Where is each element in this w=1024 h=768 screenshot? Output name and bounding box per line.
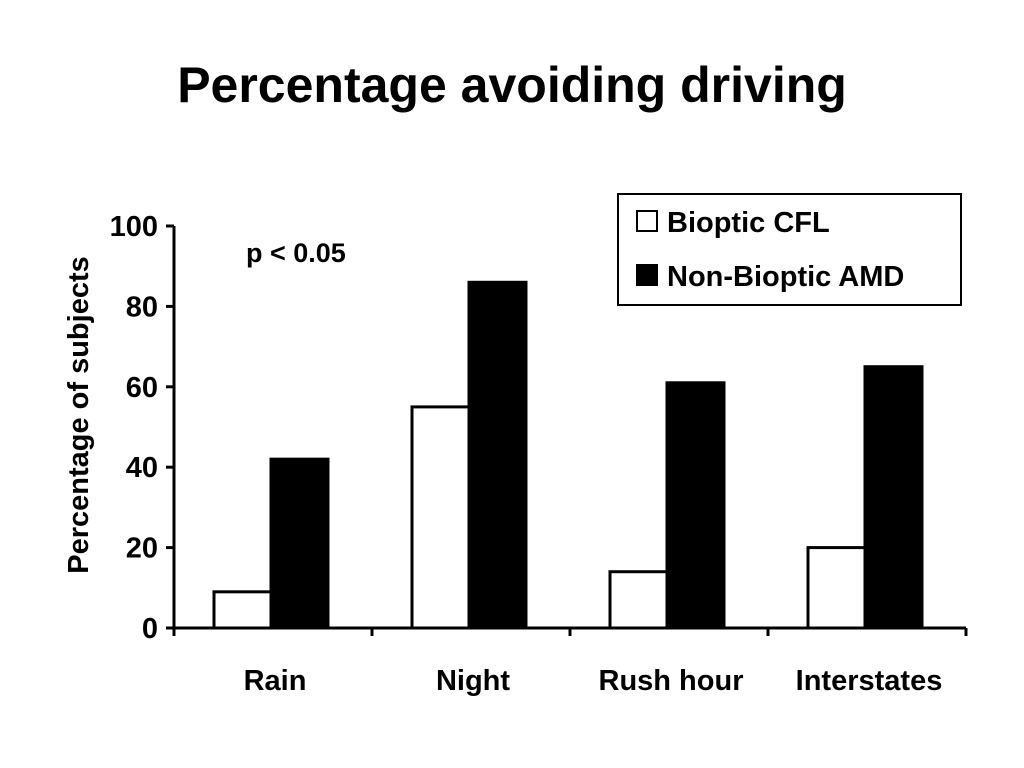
ticks-layer: [166, 224, 968, 636]
bar-non-bioptic-amd-interstates: [863, 365, 924, 630]
bars-layer: [212, 280, 924, 630]
legend-swatch-non-bioptic-amd: [636, 264, 658, 286]
x-category-label: Night: [436, 665, 510, 697]
x-category-label: Interstates: [796, 665, 943, 697]
y-tick-label: 80: [126, 291, 158, 323]
legend-label-non-bioptic-amd: Non-Bioptic AMD: [667, 261, 904, 293]
bar-bioptic-cfl-interstates: [806, 546, 867, 630]
y-tick-label: 40: [126, 452, 158, 484]
x-category-label: Rush hour: [599, 665, 744, 697]
y-axis-title: Percentage of subjects: [63, 256, 95, 574]
bar-non-bioptic-amd-rush-hour: [665, 381, 726, 630]
labels-layer: 0 20 40 60 80 100 Rain Night Rush hour Interstate…: [110, 211, 943, 697]
bar-non-bioptic-amd-rain: [269, 457, 330, 630]
bar-bioptic-cfl-rush-hour: [608, 570, 669, 630]
bar-bioptic-cfl-night: [410, 405, 471, 630]
x-category-label: Rain: [244, 665, 307, 697]
legend-swatch-bioptic-cfl: [636, 210, 658, 232]
bar-bioptic-cfl-rain: [212, 590, 273, 630]
chart-title: Percentage avoiding driving: [177, 57, 847, 113]
legend-box: [617, 193, 962, 306]
y-tick-label: 60: [126, 372, 158, 404]
bar-non-bioptic-amd-night: [467, 280, 528, 630]
y-tick-label: 0: [142, 613, 158, 645]
p-value-annotation: p < 0.05: [246, 238, 346, 268]
legend: Bioptic CFL Non-Bioptic AMD: [617, 193, 962, 306]
legend-label-bioptic-cfl: Bioptic CFL: [667, 207, 830, 239]
y-tick-label: 100: [110, 211, 158, 243]
y-tick-label: 20: [126, 533, 158, 565]
